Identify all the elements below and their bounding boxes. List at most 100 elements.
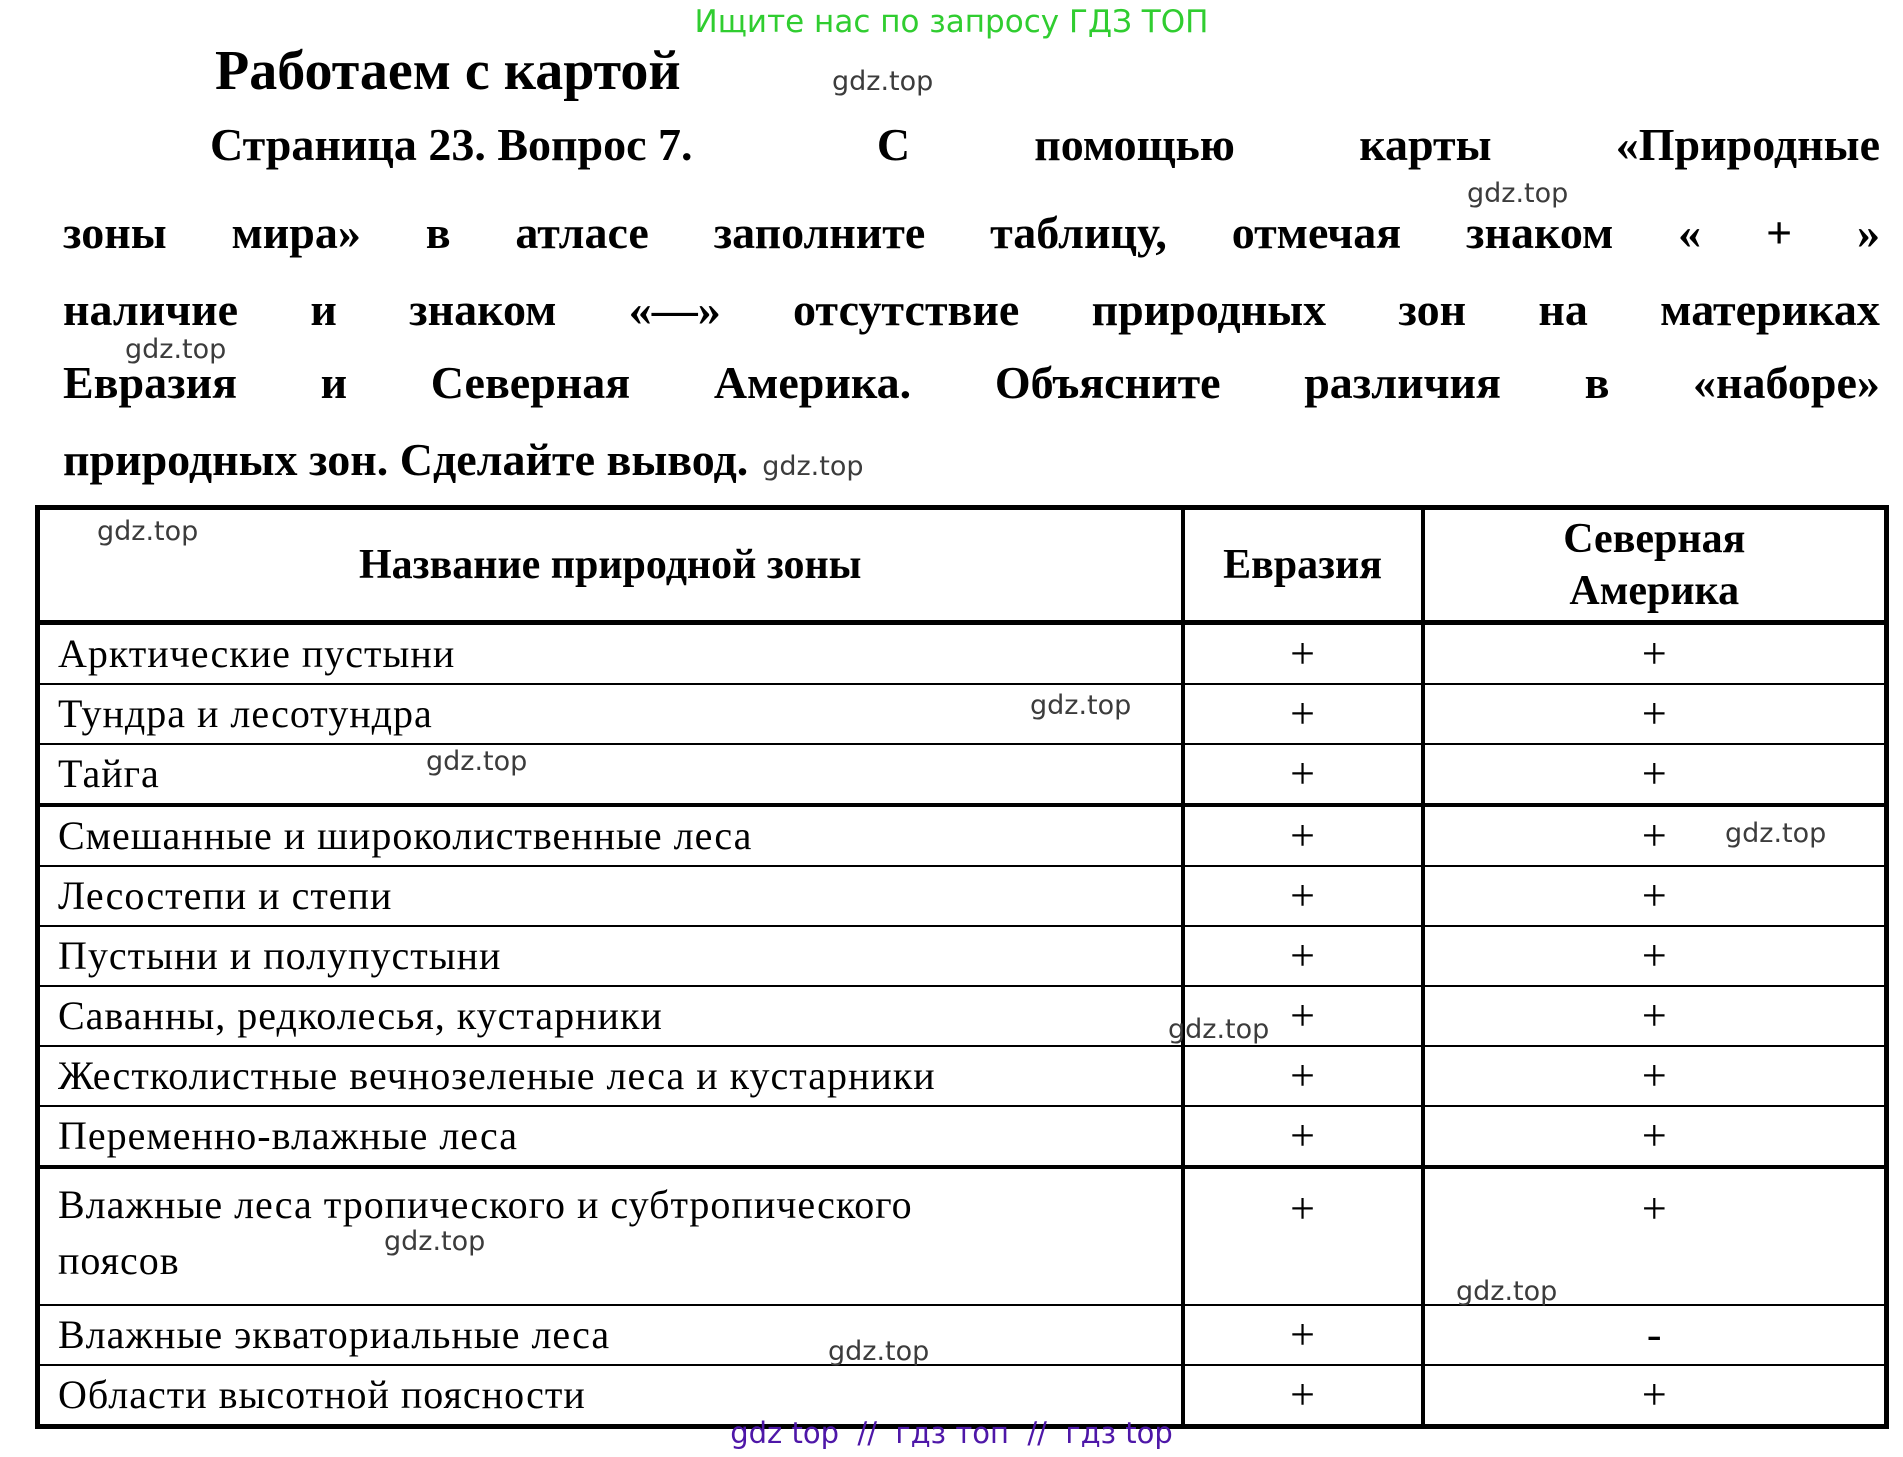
word: таблицу,	[990, 207, 1167, 258]
zone-name-cell: Переменно-влажные леса	[36, 1105, 1185, 1169]
eurasia-mark-cell: +	[1181, 985, 1425, 1047]
zone-name-cell: Тайга	[36, 743, 1185, 807]
eurasia-mark-cell: +	[1181, 1304, 1425, 1366]
word: отмечая	[1231, 207, 1402, 258]
paragraph-line-3: наличие и знаком «—» отсутствие природных зон н…	[63, 283, 1880, 337]
natural-zones-table: Название природной зоны Евразия Северная…	[35, 505, 1889, 1429]
word: наличие	[63, 284, 239, 335]
table-row: Влажные экваториальные леса + -	[36, 1304, 1888, 1366]
north-america-mark-cell: +	[1421, 743, 1888, 807]
eurasia-mark-cell: +	[1181, 743, 1425, 807]
north-america-mark-cell: +	[1421, 865, 1888, 927]
promo-banner: Ищите нас по запросу ГДЗ ТОП	[694, 4, 1209, 40]
word: «наборе»	[1693, 357, 1880, 408]
zone-name-cell: Влажные леса тропического и субтропическ…	[36, 1166, 1185, 1306]
table-row: Саванны, редколесья, кустарники + +	[36, 985, 1888, 1047]
zone-name-cell: Влажные экваториальные леса	[36, 1304, 1185, 1366]
table-header-row: Название природной зоны Евразия Северная…	[36, 506, 1888, 625]
word: Америка.	[713, 357, 912, 408]
watermark-gdz-conclusion: gdz.top	[762, 451, 864, 482]
column-header-zone: Название природной зоны	[36, 506, 1185, 625]
word: различия	[1304, 357, 1501, 408]
column-header-eurasia: Евразия	[1181, 506, 1425, 625]
north-america-mark-cell: +	[1421, 1364, 1888, 1428]
eurasia-mark-cell: +	[1181, 621, 1425, 685]
word: С	[876, 119, 911, 170]
page-title: Работаем с картой	[215, 40, 681, 102]
table-row: Пустыни и полупустыни + +	[36, 925, 1888, 987]
table-row: Тайга + +	[36, 743, 1888, 807]
table-row: Переменно-влажные леса + +	[36, 1105, 1888, 1169]
word: Объясните	[994, 357, 1221, 408]
word: зон	[1398, 284, 1467, 335]
zone-name-cell: Пустыни и полупустыни	[36, 925, 1185, 987]
zone-name-cell: Жестколистные вечнозеленые леса и кустар…	[36, 1045, 1185, 1107]
word: атласе	[515, 207, 649, 258]
table-row: Влажные леса тропического и субтропическ…	[36, 1166, 1888, 1306]
word: и	[320, 357, 348, 408]
eurasia-mark-cell: +	[1181, 683, 1425, 745]
eurasia-mark-cell: +	[1181, 1045, 1425, 1107]
north-america-mark-cell: +	[1421, 985, 1888, 1047]
zone-name-cell: Саванны, редколесья, кустарники	[36, 985, 1185, 1047]
paragraph-line-2: зоны мира» в атласе заполните таблицу, отмечая…	[63, 206, 1880, 260]
word: природных	[1091, 284, 1327, 335]
word: Евразия	[63, 357, 237, 408]
word: «	[1678, 207, 1702, 258]
word: Северная	[430, 357, 631, 408]
word: мира»	[231, 207, 361, 258]
zone-name-cell: Смешанные и широколиственные леса	[36, 804, 1185, 867]
question-number: Страница 23. Вопрос 7.	[210, 119, 693, 170]
zone-name-cell: Лесостепи и степи	[36, 865, 1185, 927]
north-america-mark-cell: +	[1421, 1105, 1888, 1169]
watermark-gdz-poyasov-row: gdz.top	[384, 1226, 486, 1257]
table-row: Тундра и лесотундра + +	[36, 683, 1888, 745]
word: материках	[1660, 284, 1880, 335]
watermark-gdz-paragraph-right: gdz.top	[1467, 178, 1569, 209]
word: помощью	[1034, 119, 1235, 170]
table-row: Области высотной поясности + +	[36, 1364, 1888, 1428]
word: отсутствие	[793, 284, 1020, 335]
word: +	[1765, 207, 1793, 258]
word: в	[425, 207, 451, 258]
table-row: Смешанные и широколиственные леса + +	[36, 804, 1888, 867]
word: заполните	[713, 207, 926, 258]
word: «—»	[628, 284, 721, 335]
word: зоны	[63, 207, 167, 258]
watermark-gdz-title: gdz.top	[832, 66, 934, 97]
word: знаком	[409, 284, 557, 335]
eurasia-mark-cell: +	[1181, 1105, 1425, 1169]
north-america-mark-cell: +	[1421, 1166, 1888, 1306]
paragraph-conclusion: природных зон. Сделайте вывод.	[63, 434, 749, 485]
eurasia-mark-cell: +	[1181, 1166, 1425, 1306]
zone-name-cell: Области высотной поясности	[36, 1364, 1185, 1428]
paragraph-line-4: Евразия и Северная Америка. Объясните различи…	[63, 356, 1880, 410]
watermark-gdz-tundra-row: gdz.top	[1030, 690, 1132, 721]
watermark-gdz-savanna-row: gdz.top	[1168, 1014, 1270, 1045]
column-header-north-america: Северная Америка	[1421, 506, 1888, 625]
north-america-mark-cell: +	[1421, 683, 1888, 745]
watermark-gdz-taiga-row: gdz.top	[426, 746, 528, 777]
zone-name-cell: Арктические пустыни	[36, 621, 1185, 685]
eurasia-mark-cell: +	[1181, 925, 1425, 987]
word: и	[310, 284, 337, 335]
table-row: Жестколистные вечнозеленые леса и кустар…	[36, 1045, 1888, 1107]
paragraph-line-5: природных зон. Сделайте вывод. gdz.top	[63, 433, 1880, 494]
word: на	[1538, 284, 1588, 335]
north-america-mark-cell: +	[1421, 1045, 1888, 1107]
watermark-gdz-equatorial-row: gdz.top	[1456, 1276, 1558, 1307]
eurasia-mark-cell: +	[1181, 865, 1425, 927]
watermark-gdz-altitude-row: gdz.top	[828, 1336, 930, 1367]
footer-watermark: gdz top // гдз топ // гдз top	[730, 1416, 1173, 1450]
eurasia-mark-cell: +	[1181, 804, 1425, 867]
word: »	[1857, 207, 1880, 258]
north-america-mark-cell: -	[1421, 1304, 1888, 1366]
word: знаком	[1465, 207, 1614, 258]
table-row: Арктические пустыни + +	[36, 621, 1888, 685]
word: в	[1584, 357, 1610, 408]
zone-name-cell: Тундра и лесотундра	[36, 683, 1185, 745]
north-america-mark-cell: +	[1421, 621, 1888, 685]
watermark-gdz-table-header: gdz.top	[97, 516, 199, 547]
